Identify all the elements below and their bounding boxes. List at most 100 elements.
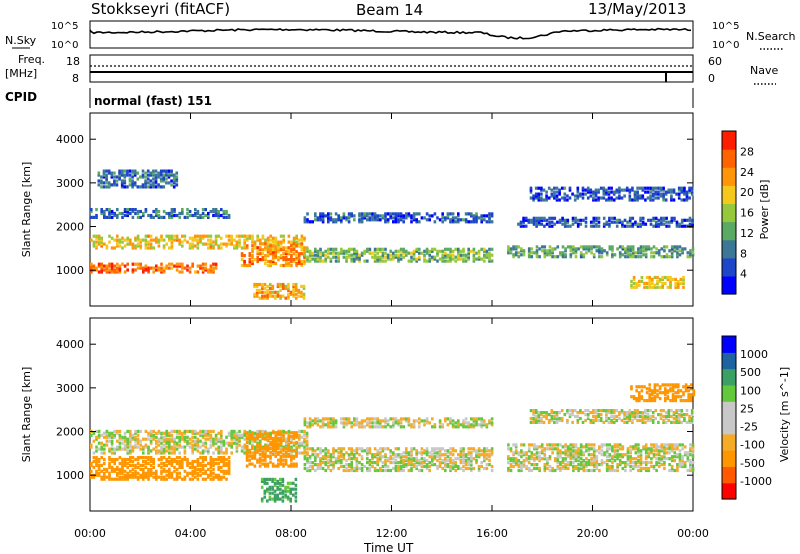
- power-cell: [204, 242, 207, 246]
- velocity-cell: [624, 468, 627, 473]
- velocity-cell: [610, 411, 613, 415]
- power-cell: [444, 251, 447, 255]
- velocity-cell: [386, 447, 390, 451]
- velocity-cell: [392, 425, 395, 429]
- velocity-cell: [561, 459, 565, 463]
- power-cell: [415, 247, 418, 251]
- power-cell: [279, 263, 283, 268]
- power-cell: [97, 179, 101, 183]
- velocity-cell: [556, 459, 560, 463]
- power-cell: [126, 208, 129, 212]
- power-cell: [121, 246, 124, 250]
- velocity-cell: [170, 429, 174, 433]
- power-cell: [394, 218, 398, 222]
- velocity-cell: [245, 440, 249, 445]
- velocity-cell: [574, 455, 578, 459]
- velocity-cell: [113, 459, 116, 464]
- velocity-cell: [475, 455, 478, 459]
- velocity-cell: [635, 385, 638, 389]
- power-cell: [517, 222, 520, 226]
- velocity-cell: [598, 463, 601, 467]
- velocity-cell: [269, 435, 272, 439]
- velocity-cell: [149, 429, 153, 433]
- power-cell: [347, 249, 351, 253]
- power-cell: [644, 186, 647, 190]
- power-cell: [201, 242, 205, 246]
- velocity-cell: [134, 475, 137, 479]
- velocity-cell: [155, 469, 158, 473]
- power-cell: [444, 247, 447, 251]
- velocity-cell: [230, 451, 233, 455]
- velocity-cell: [686, 451, 690, 455]
- velocity-cell: [607, 416, 611, 421]
- velocity-cell: [599, 413, 603, 417]
- velocity-cell: [449, 461, 452, 465]
- power-cell: [402, 214, 405, 218]
- power-cell: [384, 212, 387, 216]
- power-cell: [123, 208, 127, 212]
- power-cell: [154, 175, 158, 179]
- power-cell: [548, 224, 551, 228]
- velocity-cell: [384, 464, 387, 469]
- velocity-cell: [214, 439, 218, 443]
- velocity-cell: [240, 445, 244, 449]
- velocity-cell: [160, 441, 163, 445]
- velocity-cell: [319, 459, 322, 463]
- power-cell: [157, 183, 160, 187]
- power-cell: [294, 296, 298, 300]
- velocity-cell: [566, 451, 570, 455]
- velocity-cell: [636, 409, 639, 413]
- velocity-cell: [274, 442, 277, 447]
- power-cell: [327, 212, 330, 216]
- power-cell: [292, 252, 296, 256]
- velocity-cell: [386, 464, 390, 469]
- power-cell: [566, 218, 570, 222]
- power-cell: [287, 252, 291, 256]
- velocity-cell: [373, 468, 377, 473]
- power-cell: [576, 222, 580, 226]
- power-cell: [472, 259, 476, 263]
- power-cell: [577, 247, 580, 251]
- power-cell: [650, 251, 653, 255]
- velocity-cell: [626, 455, 630, 459]
- power-cell: [345, 257, 348, 261]
- velocity-cell: [625, 413, 629, 417]
- velocity-cell: [178, 465, 181, 469]
- power-cell: [685, 194, 689, 198]
- velocity-cell: [287, 431, 291, 435]
- velocity-cell: [600, 449, 604, 453]
- power-cell: [256, 258, 259, 262]
- power-cell: [585, 245, 588, 249]
- velocity-cell: [386, 457, 390, 461]
- power-cell: [579, 218, 583, 222]
- power-cell: [651, 186, 655, 190]
- velocity-cell: [560, 416, 564, 421]
- power-cell: [631, 188, 634, 192]
- velocity-cell: [618, 459, 622, 463]
- power-cell: [353, 249, 356, 253]
- velocity-cell: [483, 421, 486, 425]
- power-cell: [212, 246, 215, 250]
- velocity-cell: [303, 419, 307, 423]
- velocity-cell: [139, 475, 142, 479]
- power-cell: [102, 171, 106, 175]
- power-cell: [131, 181, 134, 185]
- power-cell: [611, 255, 614, 259]
- velocity-cell: [279, 456, 283, 460]
- velocity-cell: [222, 461, 226, 466]
- power-cell: [373, 255, 377, 259]
- velocity-cell: [608, 459, 612, 463]
- velocity-cell: [204, 449, 207, 453]
- velocity-cell: [170, 433, 174, 437]
- velocity-cell: [165, 449, 168, 453]
- power-cell: [316, 253, 320, 257]
- velocity-cell: [545, 411, 548, 415]
- power-band: [97, 169, 179, 189]
- power-cell: [152, 246, 155, 250]
- power-cell: [199, 264, 202, 268]
- velocity-cell: [110, 443, 114, 447]
- velocity-cell: [279, 477, 282, 481]
- velocity-cell: [647, 468, 651, 473]
- power-cell: [363, 251, 366, 255]
- power-cell: [347, 216, 351, 220]
